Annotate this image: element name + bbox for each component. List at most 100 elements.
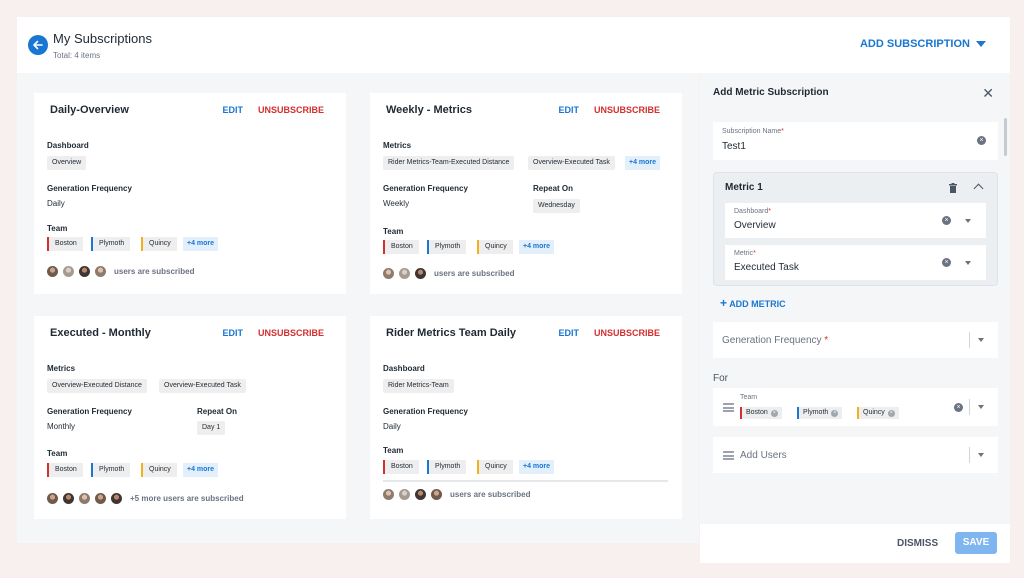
team-chip-quincy: Quincy × bbox=[857, 407, 899, 419]
save-button[interactable]: SAVE bbox=[955, 532, 997, 554]
avatar bbox=[78, 265, 91, 278]
avatar bbox=[382, 488, 395, 501]
edit-button[interactable]: EDIT bbox=[558, 328, 579, 338]
avatar bbox=[430, 488, 443, 501]
add-subscription-button[interactable]: ADD SUBSCRIPTION bbox=[860, 38, 986, 50]
avatar bbox=[94, 492, 107, 505]
frequency-value: Daily bbox=[47, 199, 65, 208]
card-title: Daily-Overview bbox=[50, 104, 129, 116]
dashboard-field-label: Dashboard* bbox=[734, 208, 771, 215]
metrics-label: Metrics bbox=[47, 364, 76, 373]
dashboard-select[interactable]: Dashboard* Overview × bbox=[725, 203, 986, 238]
metric-1-group: Metric 1 Dashboard* Overview × Metric* E… bbox=[713, 172, 998, 286]
teams-more-chip[interactable]: +4 more bbox=[183, 237, 219, 251]
repeat-on-chip: Day 1 bbox=[197, 421, 226, 435]
subscription-name-label: Subscription Name* bbox=[722, 128, 784, 135]
dashboard-field-value: Overview bbox=[734, 220, 776, 231]
subscribers-row: users are subscribed bbox=[46, 265, 194, 278]
avatar bbox=[398, 488, 411, 501]
metrics-more-chip[interactable]: +4 more bbox=[625, 156, 661, 170]
subscription-name-value: Test1 bbox=[722, 141, 746, 152]
chevron-down-icon[interactable] bbox=[965, 219, 971, 223]
teams-more-chip[interactable]: +4 more bbox=[183, 463, 219, 477]
subscription-card: Rider Metrics Team Daily EDIT UNSUBSCRIB… bbox=[370, 316, 682, 519]
avatar bbox=[382, 267, 395, 280]
frequency-value: Weekly bbox=[383, 199, 410, 208]
edit-button[interactable]: EDIT bbox=[222, 105, 243, 115]
close-icon[interactable]: ✕ bbox=[982, 85, 994, 101]
chevron-up-icon[interactable] bbox=[973, 183, 984, 194]
unsubscribe-button[interactable]: UNSUBSCRIBE bbox=[257, 105, 324, 115]
frequency-label: Generation Frequency bbox=[383, 184, 468, 193]
list-icon bbox=[723, 403, 734, 412]
add-users-select[interactable]: Add Users bbox=[713, 437, 998, 473]
subscription-name-field[interactable]: Subscription Name* Test1 × bbox=[713, 122, 998, 160]
team-label: Team bbox=[47, 224, 68, 233]
subscribed-text: users are subscribed bbox=[450, 490, 531, 499]
subscribed-text: users are subscribed bbox=[434, 269, 515, 278]
subscription-card: Daily-Overview EDIT UNSUBSCRIBE Dashboar… bbox=[34, 93, 346, 294]
clear-icon[interactable]: × bbox=[942, 216, 951, 225]
team-chip-boston: Boston × bbox=[740, 407, 782, 419]
clear-icon[interactable]: × bbox=[887, 409, 895, 417]
back-arrow-icon[interactable] bbox=[28, 35, 48, 55]
dashboard-label: Dashboard bbox=[383, 364, 425, 373]
chevron-down-icon[interactable] bbox=[965, 261, 971, 265]
edit-button[interactable]: EDIT bbox=[222, 328, 243, 338]
clear-icon[interactable]: × bbox=[942, 258, 951, 267]
team-select[interactable]: Team Boston × Plymoth × Quincy × × bbox=[713, 388, 998, 426]
avatar bbox=[62, 265, 75, 278]
dashboard-label: Dashboard bbox=[47, 141, 89, 150]
team-label: Team bbox=[47, 449, 68, 458]
divider bbox=[969, 332, 970, 348]
team-chip-boston: Boston bbox=[383, 460, 419, 474]
subscribers-row: users are subscribed bbox=[382, 267, 514, 280]
teams-more-chip[interactable]: +4 more bbox=[519, 460, 555, 474]
team-chip-plymoth: Plymoth bbox=[427, 240, 467, 254]
avatar bbox=[46, 492, 59, 505]
repeat-on-label: Repeat On bbox=[197, 407, 238, 416]
card-title: Executed - Monthly bbox=[50, 327, 151, 339]
generation-frequency-select[interactable]: Generation Frequency * bbox=[713, 322, 998, 358]
list-icon bbox=[723, 451, 734, 460]
metric-chip: Rider Metrics-Team-Executed Distance bbox=[383, 156, 515, 170]
avatar bbox=[414, 488, 427, 501]
frequency-label: Generation Frequency bbox=[47, 407, 132, 416]
add-users-placeholder: Add Users bbox=[740, 450, 787, 461]
unsubscribe-button[interactable]: UNSUBSCRIBE bbox=[593, 105, 660, 115]
team-field-label: Team bbox=[740, 394, 758, 401]
unsubscribe-button[interactable]: UNSUBSCRIBE bbox=[593, 328, 660, 338]
clear-icon[interactable]: × bbox=[831, 409, 839, 417]
chevron-down-icon[interactable] bbox=[978, 405, 984, 409]
teams-more-chip[interactable]: +4 more bbox=[519, 240, 555, 254]
edit-button[interactable]: EDIT bbox=[558, 105, 579, 115]
clear-icon[interactable]: × bbox=[977, 136, 986, 145]
unsubscribe-button[interactable]: UNSUBSCRIBE bbox=[257, 328, 324, 338]
frequency-value: Monthly bbox=[47, 422, 76, 431]
dismiss-button[interactable]: DISMISS bbox=[897, 538, 939, 549]
subscribed-text: users are subscribed bbox=[114, 267, 195, 276]
panel-scrollbar[interactable] bbox=[1004, 118, 1007, 156]
chevron-down-icon[interactable] bbox=[978, 453, 984, 457]
plus-icon: + bbox=[720, 296, 728, 310]
frequency-label: Generation Frequency bbox=[47, 184, 132, 193]
clear-icon[interactable]: × bbox=[770, 409, 778, 417]
chevron-down-icon[interactable] bbox=[978, 338, 984, 342]
clear-icon[interactable]: × bbox=[954, 403, 963, 412]
team-chip-plymoth: Plymoth bbox=[91, 237, 131, 251]
add-metric-subscription-panel: Add Metric Subscription ✕ Subscription N… bbox=[700, 73, 1010, 563]
metric-title: Metric 1 bbox=[725, 182, 763, 193]
add-metric-button[interactable]: + ADD METRIC bbox=[720, 296, 786, 310]
avatar bbox=[62, 492, 75, 505]
metric-chip: Overview-Executed Distance bbox=[47, 379, 147, 393]
team-label: Team bbox=[383, 446, 404, 455]
divider bbox=[969, 399, 970, 415]
divider bbox=[969, 447, 970, 463]
generation-frequency-placeholder: Generation Frequency * bbox=[722, 335, 829, 346]
avatar bbox=[110, 492, 123, 505]
team-chip-quincy: Quincy bbox=[141, 237, 177, 251]
metric-field-label: Metric* bbox=[734, 250, 756, 257]
team-chip-plymoth: Plymoth × bbox=[797, 407, 843, 419]
trash-icon[interactable] bbox=[949, 183, 957, 193]
metric-select[interactable]: Metric* Executed Task × bbox=[725, 245, 986, 280]
